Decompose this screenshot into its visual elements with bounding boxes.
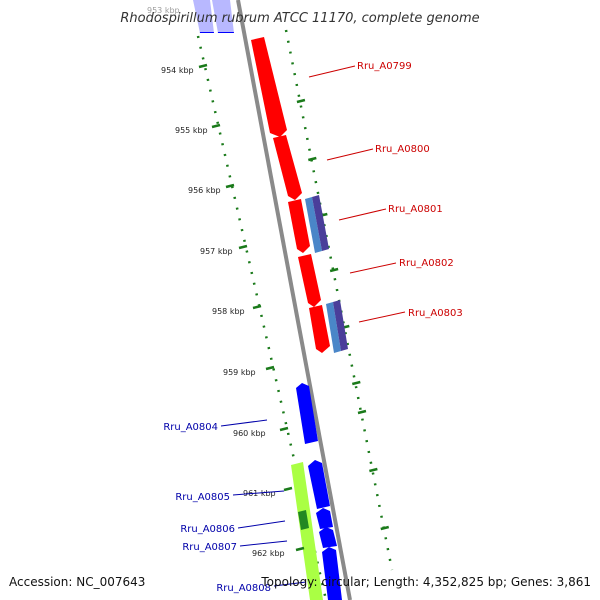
outer-tick-mark — [296, 98, 306, 104]
tick-label: 962 kbp — [252, 549, 285, 558]
tick-label: 956 kbp — [188, 186, 221, 195]
reverse-gene-labels: Rru_A0804 Rru_A0805 Rru_A0806 Rru_A0807 … — [163, 419, 307, 594]
tick-mark — [211, 123, 221, 129]
outer-tick-mark — [329, 267, 339, 273]
gene-arrow-Rru_A0801[interactable] — [288, 199, 310, 253]
feature-bar-green — [298, 510, 309, 530]
accession-text: Accession: NC_007643 — [9, 575, 145, 589]
gene-arrow-Rru_A0808[interactable] — [322, 547, 342, 600]
topology-text: Topology: circular; Length: 4,352,825 bp… — [260, 575, 591, 589]
leader-line — [358, 311, 406, 323]
outer-tick-mark — [369, 467, 378, 473]
feature-bar-lime — [291, 462, 323, 600]
gene-label-Rru_A0804[interactable]: Rru_A0804 — [163, 422, 218, 433]
feature-bar-light-blue — [305, 197, 322, 253]
gene-label-Rru_A0808[interactable]: Rru_A0808 — [216, 583, 271, 594]
leader-line — [326, 148, 374, 161]
feature-bar-purple — [312, 195, 329, 251]
tick-mark — [225, 183, 235, 189]
leader-line — [239, 540, 288, 547]
gene-label-Rru_A0803[interactable]: Rru_A0803 — [408, 308, 463, 319]
leader-line — [237, 520, 286, 529]
gene-label-Rru_A0799[interactable]: Rru_A0799 — [357, 61, 412, 72]
gene-arrow-Rru_A0805[interactable] — [308, 460, 330, 509]
tick-label: 954 kbp — [161, 66, 194, 75]
leader-line — [349, 262, 397, 274]
outer-tick-mark — [357, 409, 367, 415]
tick-label: 959 kbp — [223, 368, 256, 377]
leader-line — [308, 65, 356, 78]
tick-mark — [238, 244, 248, 250]
feature-bar-purple-2 — [333, 300, 348, 351]
feature-bar-light-blue-2 — [326, 302, 341, 353]
map-title: Rhodospirillum rubrum ATCC 11170, comple… — [120, 11, 479, 26]
tick-mark — [295, 546, 305, 552]
gene-label-Rru_A0806[interactable]: Rru_A0806 — [180, 524, 235, 535]
leader-line — [273, 581, 307, 587]
gene-label-Rru_A0800[interactable]: Rru_A0800 — [375, 144, 430, 155]
outer-dotted-rail — [284, 29, 394, 571]
tick-mark — [252, 304, 262, 310]
outer-tick-mark — [380, 525, 390, 531]
forward-gene-labels: Rru_A0799 Rru_A0800 Rru_A0801 Rru_A0802 … — [308, 61, 463, 323]
outer-tick-mark — [351, 380, 361, 386]
tick-mark — [198, 63, 208, 69]
gene-arrow-Rru_A0803[interactable] — [309, 305, 330, 353]
leader-line — [232, 490, 285, 496]
leader-line — [220, 419, 268, 427]
tick-mark — [283, 486, 293, 492]
gene-arrow-Rru_A0800[interactable] — [273, 135, 302, 200]
gene-arrow-Rru_A0806[interactable] — [316, 508, 333, 529]
gene-label-Rru_A0802[interactable]: Rru_A0802 — [399, 258, 454, 269]
tick-label: 961 kbp — [243, 489, 276, 498]
gene-arrow-Rru_A0802[interactable] — [298, 254, 321, 307]
leader-line — [338, 208, 387, 221]
gene-arrow-Rru_A0804[interactable] — [296, 383, 318, 444]
gene-label-Rru_A0807[interactable]: Rru_A0807 — [182, 542, 237, 553]
tick-label: 957 kbp — [200, 247, 233, 256]
gene-arrow-Rru_A0807[interactable] — [319, 527, 337, 548]
tick-label: 960 kbp — [233, 429, 266, 438]
genome-backbone — [236, 0, 352, 600]
tick-label: 955 kbp — [175, 126, 208, 135]
tick-mark — [265, 365, 275, 371]
outer-tick-marks — [296, 98, 390, 531]
tick-label: 958 kbp — [212, 307, 245, 316]
gene-label-Rru_A0805[interactable]: Rru_A0805 — [175, 492, 230, 503]
tick-mark — [279, 426, 289, 432]
gene-arrow-Rru_A0799[interactable] — [251, 37, 287, 137]
outer-tick-mark — [308, 156, 317, 162]
tick-label: 953 kbp — [147, 6, 180, 15]
gene-label-Rru_A0801[interactable]: Rru_A0801 — [388, 204, 443, 215]
kbp-ticks: 953 kbp 954 kbp 955 kbp 956 kbp 957 kbp … — [147, 6, 305, 558]
